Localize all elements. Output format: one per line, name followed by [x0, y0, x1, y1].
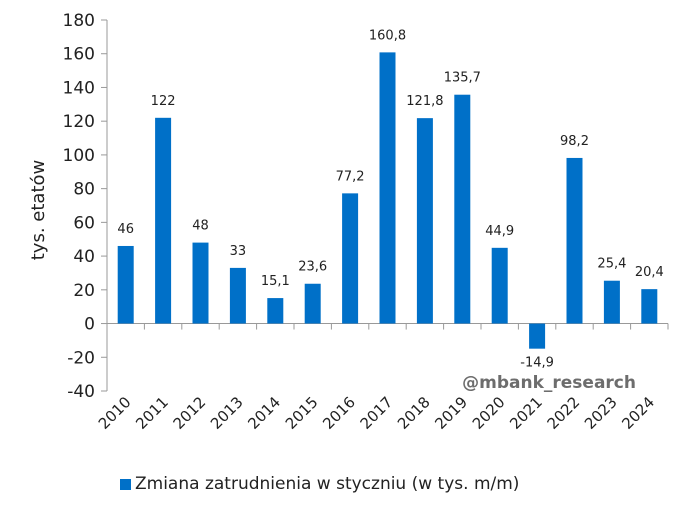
- watermark: @mbank_research: [462, 373, 636, 393]
- x-tick-label: 2012: [170, 393, 210, 433]
- y-tick-label: 120: [63, 112, 95, 132]
- x-tick-label: 2023: [581, 393, 621, 433]
- legend-label: Zmiana zatrudnienia w styczniu (w tys. m…: [135, 474, 520, 494]
- y-tick-label: 140: [63, 78, 95, 98]
- x-tick-label: 2014: [244, 393, 284, 433]
- data-label: 15,1: [261, 274, 290, 289]
- data-label: 121,8: [406, 94, 443, 109]
- x-tick-label: 2019: [431, 393, 471, 433]
- x-tick-label: 2017: [357, 393, 397, 433]
- bar-2021: [529, 323, 546, 349]
- legend: Zmiana zatrudnienia w styczniu (w tys. m…: [120, 474, 519, 494]
- x-tick-label: 2022: [544, 393, 584, 433]
- x-tick-label: 2020: [469, 393, 509, 433]
- x-tick-label: 2010: [95, 393, 135, 433]
- bar-2019: [454, 94, 471, 324]
- data-label: -14,9: [520, 356, 554, 371]
- bar-2024: [641, 289, 658, 324]
- y-tick-label: 100: [63, 146, 95, 166]
- legend-swatch: [120, 478, 131, 490]
- data-label: 44,9: [485, 224, 514, 239]
- y-tick-label: 40: [73, 247, 95, 267]
- data-label: 25,4: [597, 257, 626, 272]
- data-label: 23,6: [298, 260, 327, 275]
- x-tick-label: 2024: [618, 393, 658, 433]
- y-tick-label: 0: [84, 315, 95, 335]
- data-label: 160,8: [369, 28, 406, 43]
- bar-2012: [192, 242, 209, 324]
- data-label: 135,7: [444, 71, 481, 86]
- y-tick-label: -40: [67, 382, 95, 402]
- data-label: 48: [192, 219, 209, 234]
- y-tick-label: 160: [63, 45, 95, 65]
- x-tick-label: 2015: [282, 393, 322, 433]
- data-label: 77,2: [336, 169, 365, 184]
- x-tick-label: 2016: [319, 393, 359, 433]
- bar-2016: [342, 193, 359, 324]
- bar-2015: [304, 283, 321, 324]
- data-label: 20,4: [635, 265, 664, 280]
- data-label: 46: [117, 222, 134, 237]
- y-tick-label: 80: [73, 180, 95, 200]
- bar-2014: [267, 298, 284, 324]
- x-tick-label: 2018: [394, 393, 434, 433]
- y-tick-label: -20: [67, 348, 95, 368]
- bar-2017: [379, 52, 396, 324]
- data-label: 98,2: [560, 134, 589, 149]
- bar-2023: [603, 280, 620, 324]
- bar-2018: [416, 118, 433, 324]
- bar-2010: [117, 245, 134, 324]
- x-tick-label: 2013: [207, 393, 247, 433]
- bar-2011: [155, 117, 172, 324]
- y-axis-title: tys. etatów: [28, 160, 49, 261]
- x-tick-label: 2011: [132, 393, 172, 433]
- data-label: 33: [230, 244, 247, 259]
- x-tick-label: 2021: [506, 393, 546, 433]
- y-tick-label: 60: [73, 213, 95, 233]
- data-label: 122: [151, 94, 176, 109]
- y-tick-label: 180: [63, 11, 95, 31]
- bar-2022: [566, 157, 583, 324]
- y-tick-label: 20: [73, 281, 95, 301]
- bar-2013: [229, 267, 246, 324]
- bar-2020: [491, 247, 508, 324]
